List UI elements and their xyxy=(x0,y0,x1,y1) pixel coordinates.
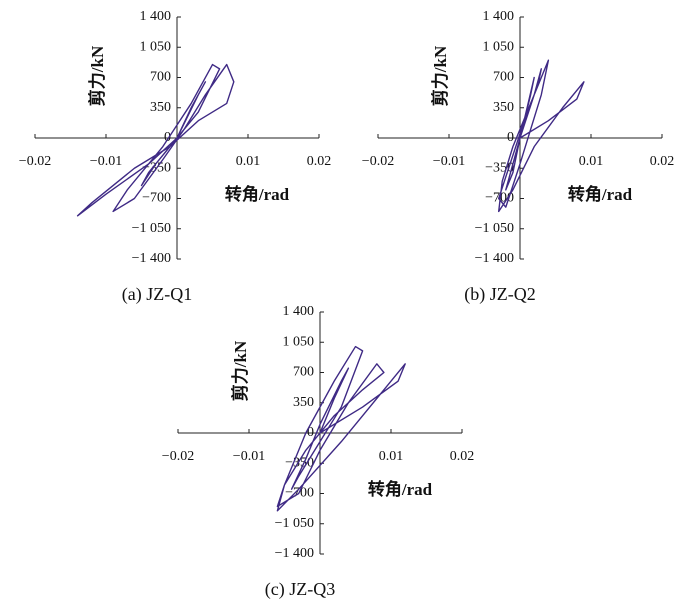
hysteresis-curve xyxy=(76,63,235,217)
y-axis-label: 剪力/kN xyxy=(87,45,107,106)
y-tick-label: 0 xyxy=(307,425,314,440)
x-tick-label: 0.01 xyxy=(379,449,404,464)
x-tick-label: −0.02 xyxy=(19,154,51,169)
x-tick-label: −0.01 xyxy=(90,154,122,169)
chart-title: (c) JZ-Q3 xyxy=(265,579,335,600)
x-tick-label: −0.01 xyxy=(233,449,265,464)
y-tick-label: −1 400 xyxy=(475,251,514,266)
x-axis-label: 转角/rad xyxy=(368,479,433,499)
x-tick-label: −0.02 xyxy=(362,154,394,169)
y-tick-label: 350 xyxy=(293,395,314,410)
x-tick-label: 0.02 xyxy=(450,449,475,464)
y-tick-label: 0 xyxy=(164,130,171,145)
y-tick-label: 700 xyxy=(493,70,514,85)
y-tick-label: −1 050 xyxy=(475,221,514,236)
y-tick-label: 1 050 xyxy=(283,334,315,349)
y-tick-label: −1 400 xyxy=(275,546,314,561)
y-tick-label: 0 xyxy=(507,130,514,145)
y-axis-label: 剪力/kN xyxy=(430,45,450,106)
x-tick-label: −0.02 xyxy=(162,449,194,464)
hysteresis-curve xyxy=(276,345,406,512)
x-axis-label: 转角/rad xyxy=(568,184,633,204)
y-tick-label: 700 xyxy=(150,70,171,85)
y-tick-label: −1 400 xyxy=(132,251,171,266)
y-tick-label: −1 050 xyxy=(132,221,171,236)
y-tick-label: 350 xyxy=(493,100,514,115)
x-tick-label: 0.02 xyxy=(650,154,675,169)
y-tick-label: 700 xyxy=(293,365,314,380)
chart-title: (b) JZ-Q2 xyxy=(464,284,535,305)
y-axis-label: 剪力/kN xyxy=(230,340,250,401)
chart-title: (a) JZ-Q1 xyxy=(122,284,192,305)
y-tick-label: 350 xyxy=(150,100,171,115)
x-tick-label: −0.01 xyxy=(433,154,465,169)
x-tick-label: 0.01 xyxy=(579,154,604,169)
y-tick-label: 1 400 xyxy=(140,9,172,24)
y-tick-label: 1 400 xyxy=(483,9,515,24)
x-tick-label: 0.02 xyxy=(307,154,332,169)
y-tick-label: 1 050 xyxy=(483,39,515,54)
y-tick-label: −1 050 xyxy=(275,516,314,531)
y-tick-label: 1 400 xyxy=(283,304,315,319)
hysteresis-curve xyxy=(498,59,585,213)
x-tick-label: 0.01 xyxy=(236,154,261,169)
y-tick-label: 1 050 xyxy=(140,39,172,54)
y-tick-label: −700 xyxy=(142,191,171,206)
x-axis-label: 转角/rad xyxy=(225,184,290,204)
